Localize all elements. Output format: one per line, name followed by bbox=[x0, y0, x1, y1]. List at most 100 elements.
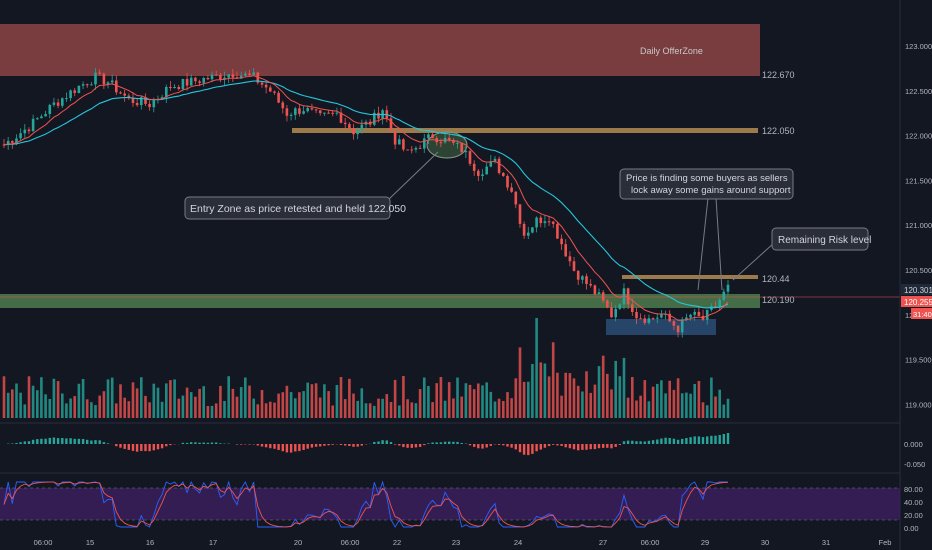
volume-bar bbox=[73, 396, 76, 418]
candle-body bbox=[601, 292, 605, 301]
volume-bar bbox=[697, 381, 701, 418]
volume-bar bbox=[664, 393, 667, 418]
stoch-d-line bbox=[3, 481, 729, 528]
candle-body bbox=[527, 232, 530, 236]
volume-bar bbox=[15, 383, 18, 418]
volume-bar bbox=[639, 395, 642, 418]
macd-bar bbox=[48, 437, 51, 444]
volume-bar bbox=[90, 402, 93, 418]
macd-bar bbox=[697, 436, 701, 444]
candle-body bbox=[352, 128, 355, 135]
volume-bar bbox=[643, 380, 647, 418]
volume-bar bbox=[685, 392, 688, 418]
volume-bar bbox=[576, 385, 580, 418]
candle-body bbox=[56, 102, 60, 106]
candle-body bbox=[302, 111, 305, 114]
macd-bar bbox=[531, 444, 534, 454]
volume-bar bbox=[606, 373, 609, 418]
macd-bar bbox=[622, 441, 626, 444]
volume-bar bbox=[701, 402, 705, 418]
candle-body bbox=[264, 84, 268, 88]
macd-bar bbox=[418, 444, 422, 447]
candle-body bbox=[144, 97, 147, 104]
macd-bar bbox=[647, 440, 651, 444]
candle-body bbox=[423, 138, 426, 149]
volume-bar bbox=[189, 392, 193, 418]
volume-bar bbox=[423, 377, 426, 418]
macd-bar bbox=[676, 439, 680, 444]
volume-bar bbox=[135, 388, 139, 418]
volume-bar bbox=[61, 393, 64, 418]
candle-body bbox=[298, 108, 301, 114]
candle-body bbox=[585, 276, 588, 284]
candle-body bbox=[689, 314, 692, 318]
volume-bar bbox=[551, 342, 555, 418]
macd-bar bbox=[31, 439, 35, 444]
stoch-tick-1: 40.00 bbox=[904, 498, 923, 507]
macd-bar bbox=[360, 444, 363, 446]
macd-bar bbox=[718, 435, 721, 444]
volume-bar bbox=[289, 392, 293, 418]
volume-bar bbox=[398, 405, 401, 418]
volume-bar bbox=[389, 402, 393, 418]
macd-bar bbox=[269, 444, 272, 449]
volume-bar bbox=[106, 379, 110, 418]
time-axis: 06:00 15 16 17 20 06:00 22 23 24 27 06:00 29 30 31 Feb bbox=[34, 538, 892, 547]
volume-bar bbox=[531, 364, 534, 418]
macd-bar bbox=[61, 438, 64, 444]
candle-body bbox=[160, 97, 164, 99]
volume-bar bbox=[294, 398, 297, 418]
macd-bar bbox=[281, 444, 284, 452]
macd-bar bbox=[314, 444, 318, 447]
level-12044 bbox=[622, 275, 758, 279]
volume-bar bbox=[439, 377, 443, 418]
candle-body bbox=[36, 118, 39, 120]
macd-bar bbox=[693, 436, 696, 444]
volume-bar bbox=[668, 380, 671, 418]
volume-bar bbox=[306, 382, 309, 418]
volume-bar bbox=[572, 378, 576, 418]
candle-body bbox=[165, 87, 168, 98]
macd-bar bbox=[527, 444, 530, 456]
time-tick: 06:00 bbox=[341, 538, 360, 547]
macd-bar bbox=[40, 438, 43, 444]
volume-bar bbox=[676, 378, 680, 418]
macd-bar bbox=[52, 437, 56, 444]
candle-body bbox=[672, 321, 676, 326]
volume-bar bbox=[726, 398, 730, 418]
macd-bar bbox=[502, 444, 505, 446]
macd-bar bbox=[56, 438, 60, 444]
volume-bar bbox=[610, 389, 613, 418]
macd-bar bbox=[456, 441, 459, 444]
macd-bar bbox=[352, 444, 355, 447]
macd-bar bbox=[373, 442, 376, 444]
volume-bar bbox=[689, 393, 692, 418]
macd-bar bbox=[398, 444, 401, 446]
volume-bar bbox=[385, 394, 389, 418]
candle-body bbox=[327, 112, 330, 114]
macd-bar bbox=[77, 438, 81, 444]
candle-body bbox=[115, 80, 118, 93]
candle-body bbox=[631, 304, 634, 312]
volume-bar bbox=[2, 376, 6, 418]
volume-bar bbox=[314, 383, 318, 418]
volume-bar bbox=[264, 403, 268, 418]
level-122050 bbox=[292, 128, 758, 133]
offer-zone bbox=[0, 24, 760, 76]
volume-bar bbox=[651, 386, 655, 418]
volume-bar bbox=[568, 373, 572, 418]
macd-bar bbox=[535, 444, 538, 452]
macd-tick-1: -0.050 bbox=[904, 460, 925, 469]
candle-body bbox=[356, 130, 359, 135]
candle-body bbox=[119, 92, 122, 94]
candle-body bbox=[643, 318, 647, 323]
volume-bar bbox=[144, 395, 147, 418]
macd-bar bbox=[36, 439, 39, 444]
volume-bar bbox=[310, 384, 314, 418]
volume-bar bbox=[202, 386, 205, 418]
volume-bar bbox=[722, 404, 726, 418]
macd-bar bbox=[427, 443, 430, 444]
macd-bar bbox=[522, 444, 526, 455]
candle-body bbox=[402, 139, 405, 150]
